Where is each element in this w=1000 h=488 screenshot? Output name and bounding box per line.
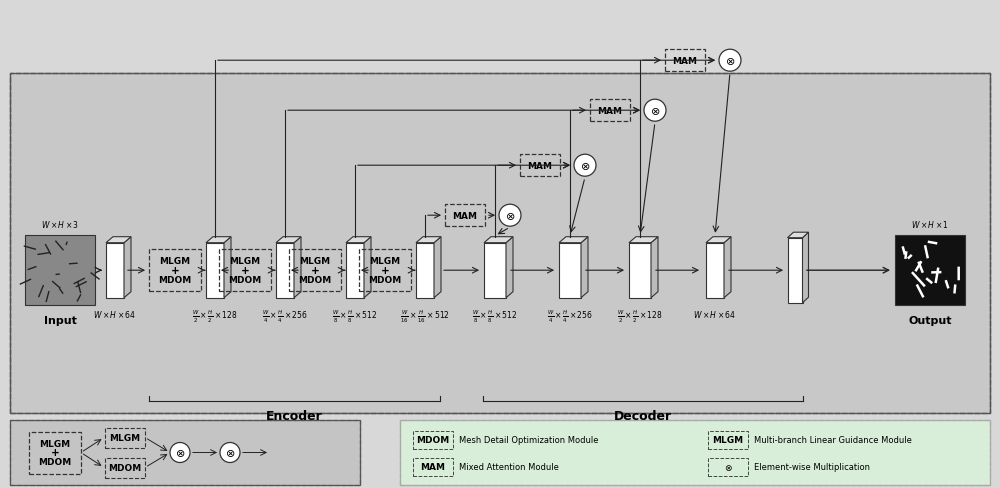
Text: +: + xyxy=(381,265,389,276)
Polygon shape xyxy=(364,237,371,298)
Text: MDOM: MDOM xyxy=(298,275,332,285)
FancyBboxPatch shape xyxy=(788,238,802,303)
Polygon shape xyxy=(651,237,658,298)
Polygon shape xyxy=(788,233,808,238)
Text: $W\times H\times 64$: $W\times H\times 64$ xyxy=(693,308,737,320)
Polygon shape xyxy=(416,237,441,243)
FancyBboxPatch shape xyxy=(484,243,506,298)
Text: Multi-branch Linear Guidance Module: Multi-branch Linear Guidance Module xyxy=(754,435,912,444)
Text: MDOM: MDOM xyxy=(416,435,450,444)
Text: +: + xyxy=(171,265,179,276)
FancyBboxPatch shape xyxy=(629,243,651,298)
Text: $\frac{W}{8}\times\frac{H}{8}\times 512$: $\frac{W}{8}\times\frac{H}{8}\times 512$ xyxy=(472,308,518,325)
Polygon shape xyxy=(629,237,658,243)
FancyBboxPatch shape xyxy=(416,243,434,298)
Text: $\frac{W}{2}\times\frac{H}{2}\times 128$: $\frac{W}{2}\times\frac{H}{2}\times 128$ xyxy=(617,308,663,325)
Polygon shape xyxy=(581,237,588,298)
Text: Mesh Detail Optimization Module: Mesh Detail Optimization Module xyxy=(459,435,598,444)
Polygon shape xyxy=(724,237,731,298)
Polygon shape xyxy=(294,237,301,298)
Text: $\otimes$: $\otimes$ xyxy=(175,447,185,458)
Polygon shape xyxy=(484,237,513,243)
Circle shape xyxy=(220,443,240,463)
Text: MDOM: MDOM xyxy=(228,275,262,285)
FancyBboxPatch shape xyxy=(206,243,224,298)
Circle shape xyxy=(644,100,666,122)
FancyBboxPatch shape xyxy=(346,243,364,298)
Text: $\frac{W}{4}\times\frac{H}{4}\times 256$: $\frac{W}{4}\times\frac{H}{4}\times 256$ xyxy=(547,308,593,325)
Text: $\otimes$: $\otimes$ xyxy=(505,210,515,221)
Text: $\otimes$: $\otimes$ xyxy=(725,56,735,66)
Polygon shape xyxy=(276,237,301,243)
Text: MAM: MAM xyxy=(598,106,622,116)
Polygon shape xyxy=(559,237,588,243)
Text: MDOM: MDOM xyxy=(368,275,402,285)
Text: MDOM: MDOM xyxy=(158,275,192,285)
Text: $\otimes$: $\otimes$ xyxy=(650,105,660,117)
Polygon shape xyxy=(224,237,231,298)
Text: $W\times H\times 1$: $W\times H\times 1$ xyxy=(911,219,949,230)
FancyBboxPatch shape xyxy=(25,236,95,305)
Text: MLGM: MLGM xyxy=(299,257,331,266)
Text: Decoder: Decoder xyxy=(614,409,672,422)
FancyBboxPatch shape xyxy=(706,243,724,298)
Circle shape xyxy=(574,155,596,177)
FancyBboxPatch shape xyxy=(895,236,965,305)
Circle shape xyxy=(499,205,521,227)
Text: MLGM: MLGM xyxy=(229,257,261,266)
Text: MLGM: MLGM xyxy=(39,439,71,448)
Polygon shape xyxy=(706,237,731,243)
Text: MAM: MAM xyxy=(420,462,446,471)
FancyBboxPatch shape xyxy=(10,420,360,485)
Text: $\frac{W}{8}\times\frac{H}{8}\times 512$: $\frac{W}{8}\times\frac{H}{8}\times 512$ xyxy=(332,308,378,325)
Text: +: + xyxy=(311,265,319,276)
FancyBboxPatch shape xyxy=(10,74,990,413)
Text: $\otimes$: $\otimes$ xyxy=(580,161,590,171)
Text: Output: Output xyxy=(908,316,952,325)
Text: Element-wise Multiplication: Element-wise Multiplication xyxy=(754,462,870,471)
Text: +: + xyxy=(241,265,249,276)
Text: MAM: MAM xyxy=(452,211,478,220)
Text: Input: Input xyxy=(44,316,76,325)
Polygon shape xyxy=(346,237,371,243)
Circle shape xyxy=(170,443,190,463)
Text: MLGM: MLGM xyxy=(159,257,191,266)
Text: MDOM: MDOM xyxy=(108,463,142,472)
Text: $W\times H\times 64$: $W\times H\times 64$ xyxy=(93,308,137,320)
Text: MLGM: MLGM xyxy=(369,257,401,266)
Text: $\otimes$: $\otimes$ xyxy=(724,462,732,472)
Text: $\frac{W}{4}\times\frac{H}{4}\times 256$: $\frac{W}{4}\times\frac{H}{4}\times 256$ xyxy=(262,308,308,325)
Text: Mixed Attention Module: Mixed Attention Module xyxy=(459,462,559,471)
Text: Encoder: Encoder xyxy=(266,409,323,422)
Text: MDOM: MDOM xyxy=(38,457,72,467)
Text: MLGM: MLGM xyxy=(109,433,141,442)
Text: MAM: MAM xyxy=(672,57,698,65)
FancyBboxPatch shape xyxy=(106,243,124,298)
FancyBboxPatch shape xyxy=(400,420,990,485)
Text: $\otimes$: $\otimes$ xyxy=(225,447,235,458)
FancyBboxPatch shape xyxy=(559,243,581,298)
Text: $\frac{W}{16}\times\frac{H}{16}\times 512$: $\frac{W}{16}\times\frac{H}{16}\times 51… xyxy=(400,308,450,325)
Polygon shape xyxy=(434,237,441,298)
Text: MLGM: MLGM xyxy=(712,435,744,444)
Polygon shape xyxy=(506,237,513,298)
Text: $\frac{W}{2}\times\frac{H}{2}\times 128$: $\frac{W}{2}\times\frac{H}{2}\times 128$ xyxy=(192,308,238,325)
Polygon shape xyxy=(206,237,231,243)
Text: $W\times H\times 3$: $W\times H\times 3$ xyxy=(41,219,79,230)
FancyBboxPatch shape xyxy=(276,243,294,298)
Polygon shape xyxy=(802,233,808,303)
Text: +: + xyxy=(51,447,59,458)
Polygon shape xyxy=(106,237,131,243)
Text: MAM: MAM xyxy=(528,162,552,170)
Circle shape xyxy=(719,50,741,72)
Polygon shape xyxy=(124,237,131,298)
